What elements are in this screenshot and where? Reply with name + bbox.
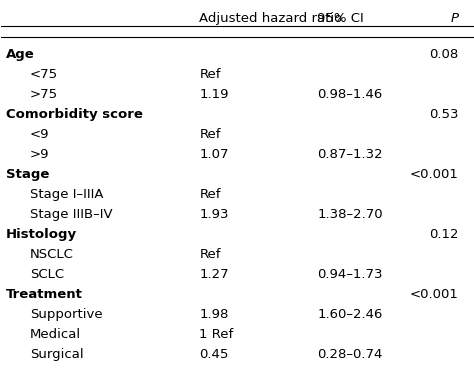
Text: Ref: Ref [199, 128, 221, 141]
Text: 0.87–1.32: 0.87–1.32 [317, 148, 383, 161]
Text: <9: <9 [30, 128, 49, 141]
Text: Ref: Ref [199, 188, 221, 201]
Text: 1.98: 1.98 [199, 308, 228, 321]
Text: <0.001: <0.001 [410, 288, 458, 301]
Text: 0.53: 0.53 [429, 108, 458, 121]
Text: 1.38–2.70: 1.38–2.70 [317, 208, 383, 221]
Text: Ref: Ref [199, 68, 221, 81]
Text: Supportive: Supportive [30, 308, 102, 321]
Text: Age: Age [6, 48, 35, 61]
Text: 0.94–1.73: 0.94–1.73 [317, 268, 383, 281]
Text: 0.12: 0.12 [429, 228, 458, 241]
Text: 1.93: 1.93 [199, 208, 229, 221]
Text: 0.08: 0.08 [429, 48, 458, 61]
Text: Surgical: Surgical [30, 348, 83, 361]
Text: <75: <75 [30, 68, 58, 81]
Text: <0.001: <0.001 [410, 168, 458, 181]
Text: Adjusted hazard ratio: Adjusted hazard ratio [199, 12, 343, 25]
Text: Treatment: Treatment [6, 288, 83, 301]
Text: 0.28–0.74: 0.28–0.74 [317, 348, 383, 361]
Text: Stage I–IIIA: Stage I–IIIA [30, 188, 103, 201]
Text: 0.98–1.46: 0.98–1.46 [317, 88, 383, 101]
Text: Histology: Histology [6, 228, 77, 241]
Text: SCLC: SCLC [30, 268, 64, 281]
Text: 1.07: 1.07 [199, 148, 229, 161]
Text: 0.45: 0.45 [199, 348, 228, 361]
Text: 1.27: 1.27 [199, 268, 229, 281]
Text: NSCLC: NSCLC [30, 248, 73, 261]
Text: 1 Ref: 1 Ref [199, 328, 234, 341]
Text: Medical: Medical [30, 328, 81, 341]
Text: P: P [450, 12, 458, 25]
Text: Stage IIIB–IV: Stage IIIB–IV [30, 208, 112, 221]
Text: 1.19: 1.19 [199, 88, 229, 101]
Text: >9: >9 [30, 148, 49, 161]
Text: >75: >75 [30, 88, 58, 101]
Text: 1.60–2.46: 1.60–2.46 [317, 308, 383, 321]
Text: Stage: Stage [6, 168, 49, 181]
Text: Comorbidity score: Comorbidity score [6, 108, 143, 121]
Text: Ref: Ref [199, 248, 221, 261]
Text: 95% CI: 95% CI [317, 12, 364, 25]
